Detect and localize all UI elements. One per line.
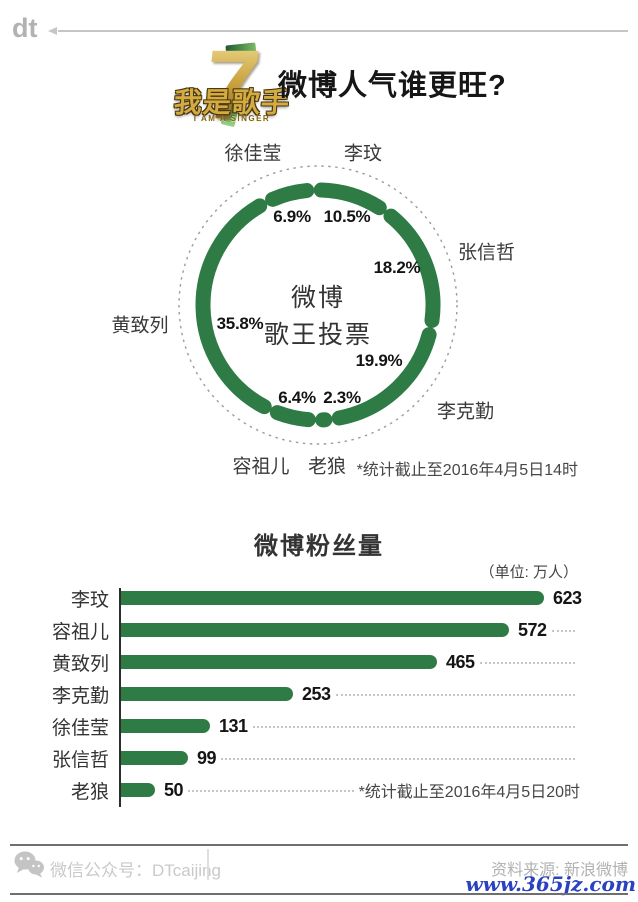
bar <box>121 719 210 733</box>
donut-label-徐佳莹: 徐佳莹 <box>224 143 282 165</box>
page-title: 微博人气谁更旺? <box>278 70 507 102</box>
watermark-link[interactable]: www.365jz.com <box>465 872 636 896</box>
donut-label-容祖儿: 容祖儿 <box>232 456 290 478</box>
donut-label-老狼: 老狼 <box>307 456 347 478</box>
footer-top-rule <box>10 844 628 846</box>
bar-value: 465 <box>446 651 475 672</box>
dt-logo: dt <box>12 13 38 43</box>
donut-percent-老狼: 2.3% <box>323 388 361 407</box>
donut-percent-李克勤: 19.9% <box>355 351 403 370</box>
donut-percent-李玟: 10.5% <box>323 207 371 226</box>
bar-label: 张信哲 <box>51 749 109 771</box>
footer-bottom-rule <box>10 893 628 895</box>
bar-chart-axis <box>119 588 121 807</box>
donut-footnote: *统计截止至2016年4月5日14时 <box>356 462 578 479</box>
bar-row-李玟: 李玟 623 <box>30 582 582 614</box>
wechat-account-label: 微信公众号：DTcaijing <box>50 861 221 880</box>
header-line-arrow-icon <box>48 27 57 35</box>
leader-line <box>479 662 575 664</box>
bar <box>121 655 437 669</box>
bar-row-容祖儿: 容祖儿 572 <box>30 614 580 646</box>
bar <box>121 783 155 797</box>
footer-divider <box>207 849 209 880</box>
donut-segment-张信哲 <box>383 208 441 328</box>
header-rule <box>58 30 628 32</box>
leader-line <box>335 694 575 696</box>
i-am-a-singer-logo: 7 我是歌手 I AM A SINGER <box>166 29 298 139</box>
bar-label: 黄致列 <box>51 653 109 675</box>
donut-percent-黄致列: 35.8% <box>216 314 264 333</box>
donut-label-李玟: 李玟 <box>343 143 383 165</box>
bar-chart-title: 微博粉丝量 <box>254 533 384 560</box>
donut-center-label: 微博 歌王投票 <box>263 284 372 349</box>
bar-row-张信哲: 张信哲 99 <box>30 742 580 774</box>
bar-chart-rows: 李玟 623 容祖儿 572 黄致列 465 李克勤 253 徐佳莹 131 张信哲 99 老狼 50 *统… <box>30 582 582 806</box>
donut-label-李克勤: 李克勤 <box>437 401 495 423</box>
bar-value: 131 <box>219 715 248 736</box>
bar <box>121 623 509 637</box>
bar-chart-footnote: *统计截止至2016年4月5日20时 <box>358 784 580 801</box>
bar-label: 容祖儿 <box>51 621 109 643</box>
donut-segment-李克勤 <box>331 327 437 426</box>
donut-segment-黄致列 <box>195 198 272 415</box>
leader-line <box>221 758 575 760</box>
donut-segment-徐佳莹 <box>265 183 315 207</box>
bar-row-李克勤: 李克勤 253 <box>30 678 580 710</box>
leader-line <box>252 726 575 728</box>
bar-label: 李克勤 <box>51 685 109 707</box>
bar <box>121 591 544 605</box>
bar <box>121 751 188 765</box>
bar-row-黄致列: 黄致列 465 <box>30 646 580 678</box>
bar-value: 572 <box>518 619 547 640</box>
logo-subtitle: I AM A SINGER <box>193 114 271 123</box>
bar-row-老狼: 老狼 50 *统计截止至2016年4月5日20时 <box>30 774 580 806</box>
bar-value: 99 <box>197 747 217 768</box>
bar-chart-unit: （单位: 万人） <box>479 564 578 581</box>
bar-value: 50 <box>164 779 184 800</box>
bar-label: 李玟 <box>70 589 109 611</box>
wechat-icon <box>14 851 44 878</box>
bar-row-徐佳莹: 徐佳莹 131 <box>30 710 580 742</box>
donut-chart <box>178 165 458 445</box>
bar-label: 徐佳莹 <box>51 717 109 739</box>
donut-segment-容祖儿 <box>269 405 316 428</box>
donut-dotted-circle <box>178 165 458 445</box>
donut-segment-李玟 <box>313 182 387 216</box>
donut-percent-张信哲: 18.2% <box>373 258 421 277</box>
leader-line <box>188 790 354 792</box>
donut-percent-容祖儿: 6.4% <box>278 388 316 407</box>
donut-percent-徐佳莹: 6.9% <box>273 207 311 226</box>
bar <box>121 687 293 701</box>
data-source-label: 资料来源: 新浪微博 <box>491 862 628 879</box>
bar-value: 623 <box>553 587 582 608</box>
donut-label-黄致列: 黄致列 <box>111 315 169 337</box>
bar-label: 老狼 <box>70 781 109 803</box>
leader-line <box>551 630 575 632</box>
donut-label-张信哲: 张信哲 <box>458 242 516 264</box>
bar-value: 253 <box>302 683 331 704</box>
